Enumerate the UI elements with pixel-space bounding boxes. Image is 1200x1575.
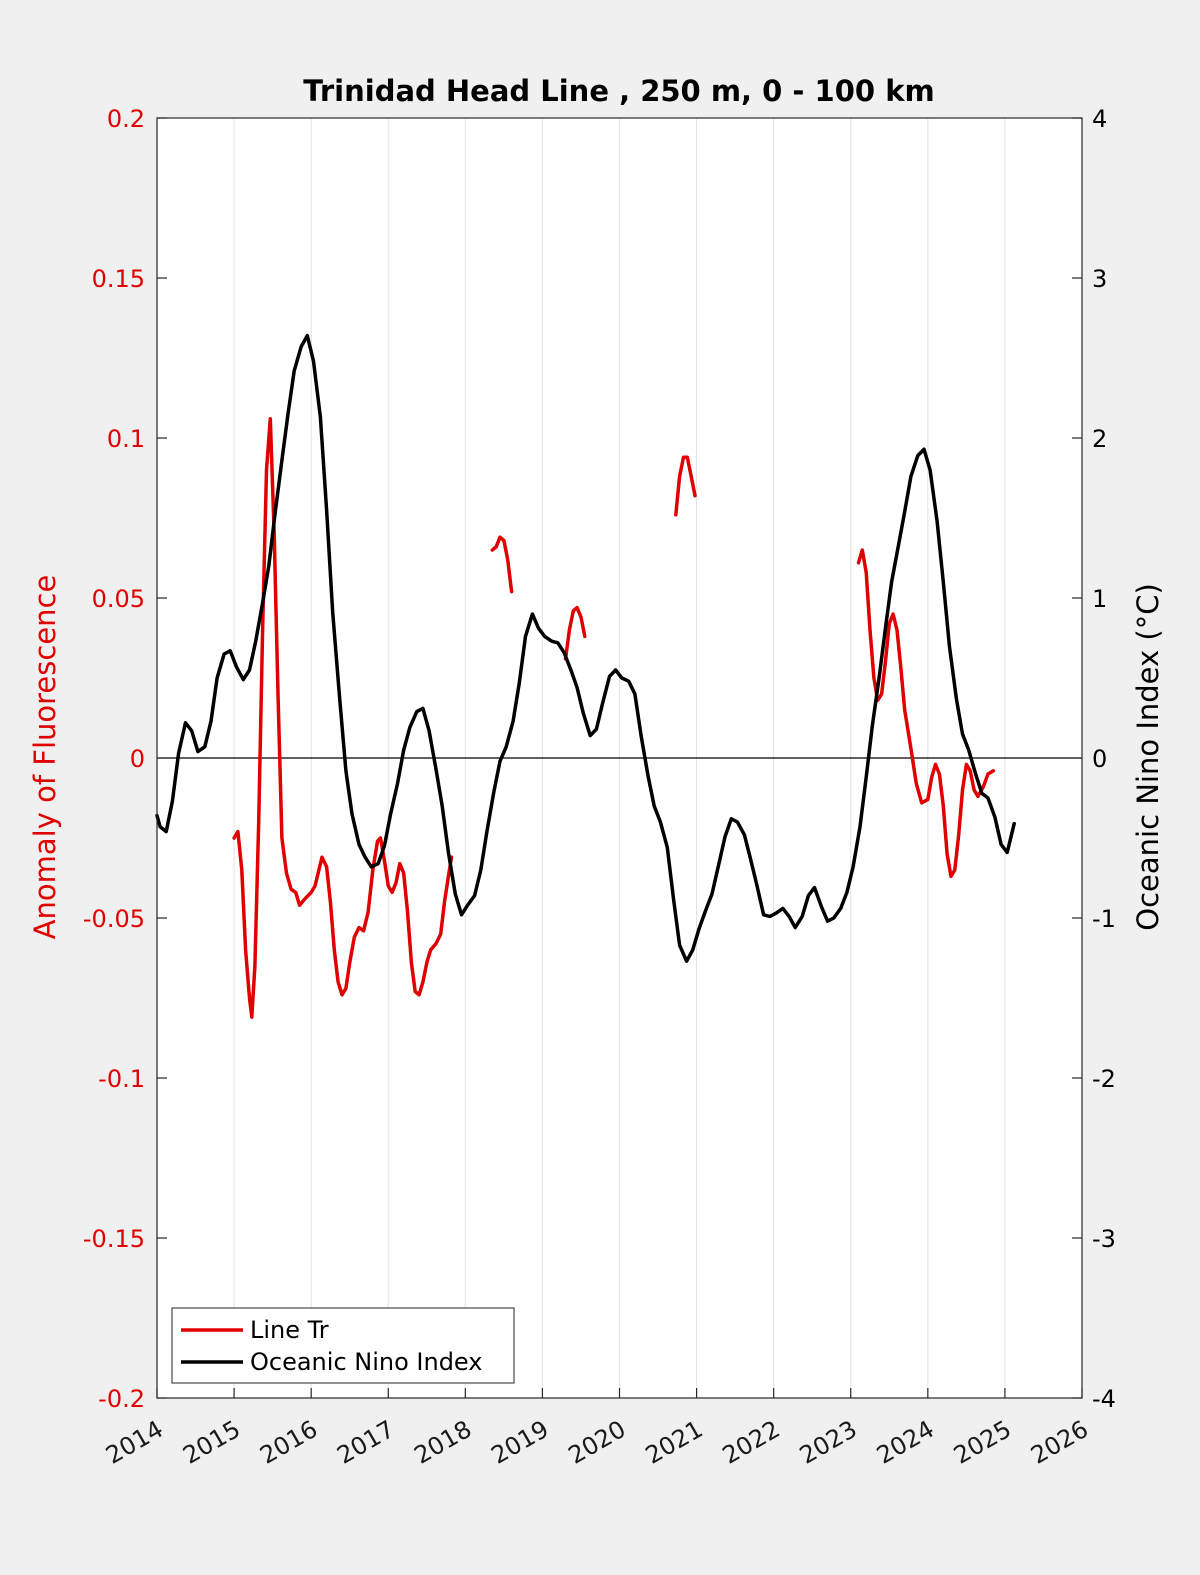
left-tick-label: 0.2 bbox=[107, 105, 145, 133]
legend-label-line-tr: Line Tr bbox=[250, 1316, 329, 1344]
series-line-tr-segment-1 bbox=[490, 535, 514, 594]
right-tick-label: 4 bbox=[1092, 105, 1107, 133]
legend: Line Tr Oceanic Nino Index bbox=[171, 1307, 515, 1384]
right-tick-label: 3 bbox=[1092, 265, 1107, 293]
series-layer bbox=[155, 333, 1016, 1019]
series-line-tr-segment-4 bbox=[856, 548, 996, 879]
series-line-tr-segment-2 bbox=[563, 605, 587, 661]
left-tick-label: 0.15 bbox=[92, 265, 145, 293]
legend-label-oni: Oceanic Nino Index bbox=[250, 1348, 482, 1376]
left-tick-label: 0 bbox=[130, 745, 145, 773]
left-tick-label: -0.15 bbox=[83, 1225, 145, 1253]
ticks bbox=[156, 117, 1083, 1399]
left-tick-label: -0.05 bbox=[83, 905, 145, 933]
right-tick-label: 2 bbox=[1092, 425, 1107, 453]
right-tick-label: -1 bbox=[1092, 905, 1116, 933]
series-oni-segment-0 bbox=[155, 333, 1016, 963]
chart-title: Trinidad Head Line , 250 m, 0 - 100 km bbox=[303, 74, 934, 108]
right-tick-label: -3 bbox=[1092, 1225, 1116, 1253]
right-tick-label: 0 bbox=[1092, 745, 1107, 773]
left-tick-label: 0.1 bbox=[107, 425, 145, 453]
left-axis-label: Anomaly of Fluorescence bbox=[28, 575, 62, 940]
legend-box bbox=[171, 1307, 515, 1384]
series-line-tr-segment-0 bbox=[232, 417, 454, 1019]
right-axis-label: Oceanic Nino Index (°C) bbox=[1131, 583, 1165, 931]
left-tick-label: 0.05 bbox=[92, 585, 145, 613]
left-tick-label: -0.1 bbox=[98, 1065, 145, 1093]
series-line-tr-segment-3 bbox=[674, 455, 697, 517]
right-tick-label: -4 bbox=[1092, 1385, 1116, 1413]
right-tick-label: -2 bbox=[1092, 1065, 1116, 1093]
right-tick-label: 1 bbox=[1092, 585, 1107, 613]
left-tick-label: -0.2 bbox=[98, 1385, 145, 1413]
